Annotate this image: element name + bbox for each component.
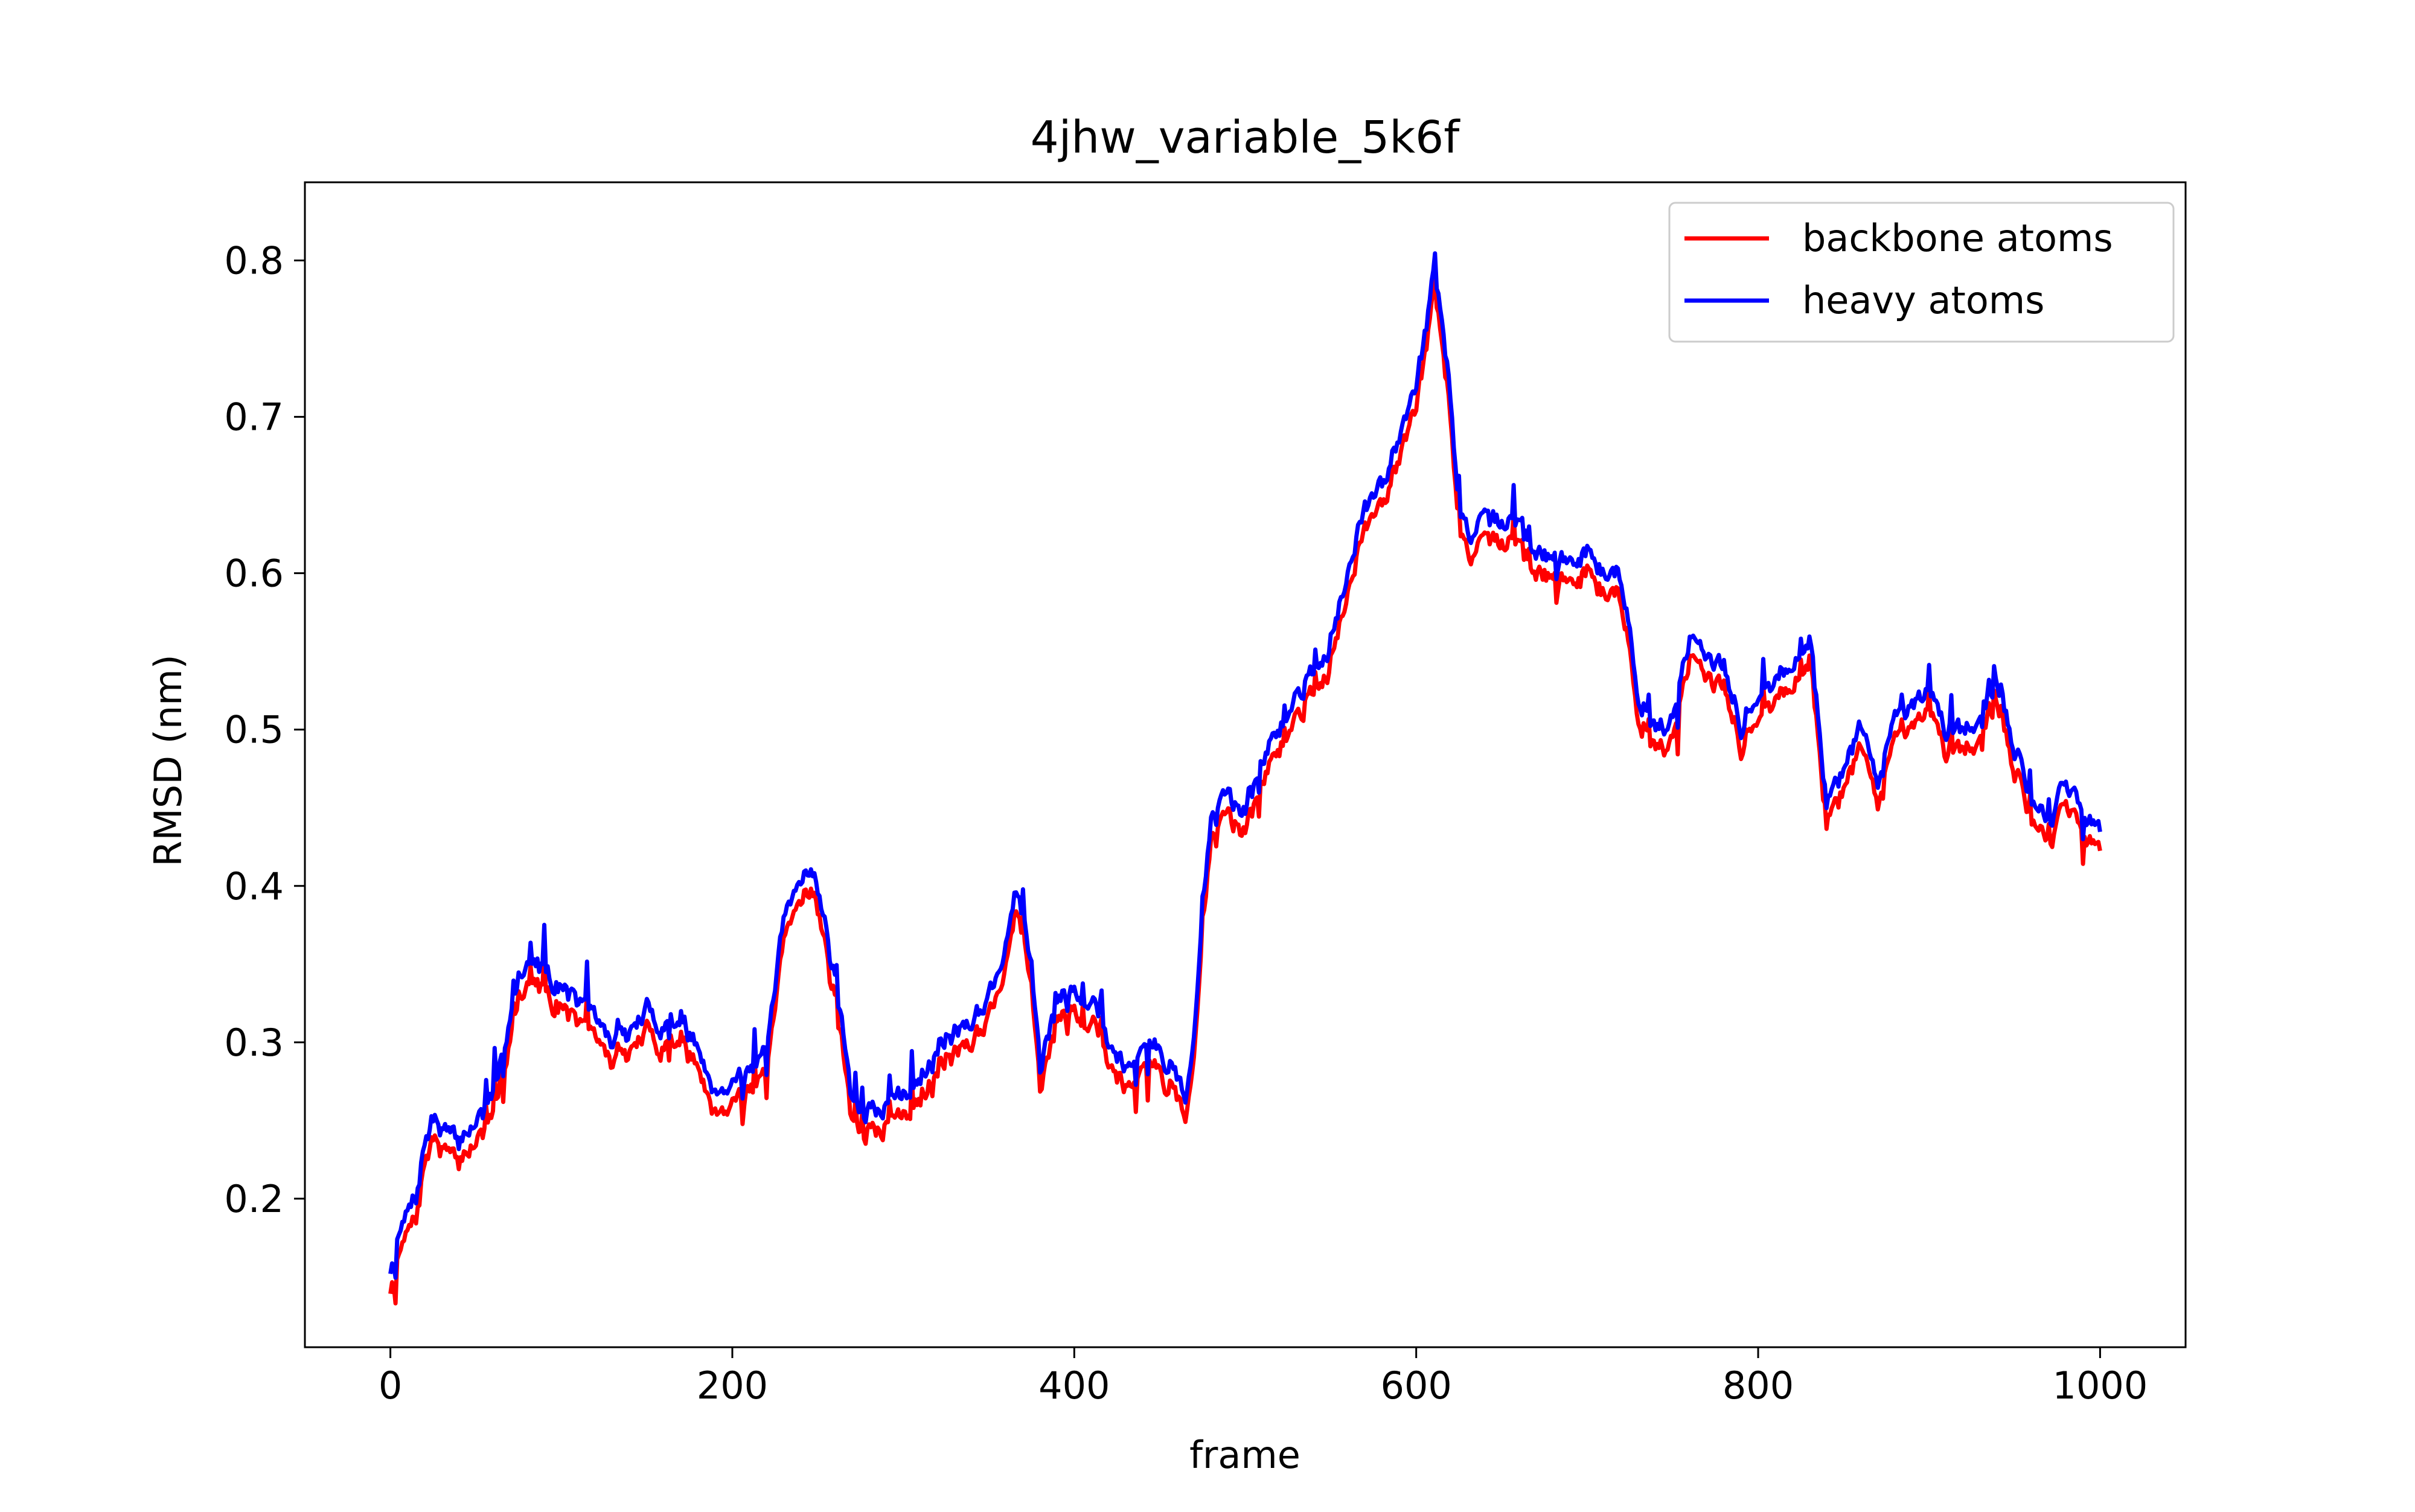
legend: backbone atoms heavy atoms [1668,202,2175,343]
x-axis-label: frame [1189,1433,1300,1477]
y-axis-label: RMSD (nm) [146,654,190,866]
x-tick-label: 0 [379,1364,402,1408]
x-tick-label: 600 [1381,1364,1452,1408]
y-tick-label: 0.7 [224,395,284,439]
x-tick-label: 200 [697,1364,768,1408]
chart-title: 4jhw_variable_5k6f [1031,112,1461,164]
legend-box [1668,202,2175,343]
x-tick-label: 400 [1038,1364,1110,1408]
axes: 0 200 400 600 800 1000 0.2 0.3 0.4 0.5 0.6 0.7 0.8 [224,181,2187,1408]
series-line-heavy-atoms [388,251,2102,1280]
y-tick-label: 0.3 [224,1021,284,1065]
y-tick-label: 0.6 [224,552,284,596]
series-line-backbone-atoms [388,277,2102,1306]
x-tick-label: 1000 [2053,1364,2148,1408]
y-tick-label: 0.2 [224,1177,284,1221]
y-tick-label: 0.5 [224,708,284,752]
y-tick-label: 0.4 [224,864,284,908]
legend-label: backbone atoms [1802,216,2113,260]
plot-area [388,251,2102,1306]
x-tick-label: 800 [1722,1364,1794,1408]
axes-frame [304,181,2187,1348]
y-tick-label: 0.8 [224,239,284,283]
legend-label: heavy atoms [1802,278,2044,322]
